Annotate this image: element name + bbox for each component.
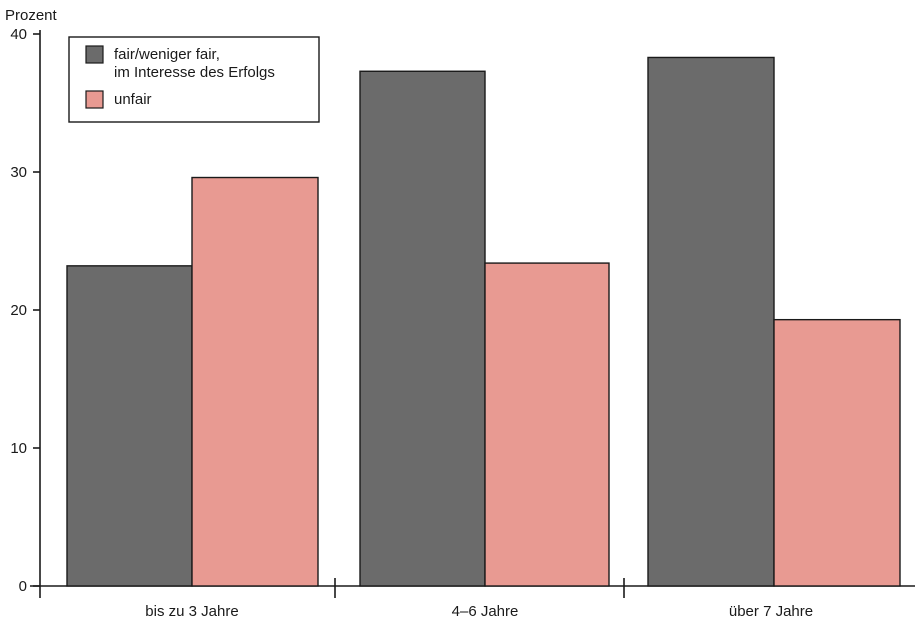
bar [484,262,610,587]
legend-swatch [85,45,104,64]
bar [647,56,775,587]
legend-box [68,36,320,123]
bar [66,265,193,587]
bar [773,318,901,587]
y-axis-title: Prozent [5,7,58,24]
y-tick-label: 20 [10,302,27,319]
bar [359,70,486,587]
y-tick-label: 0 [19,578,27,595]
x-category-label: über 7 Jahre [729,603,813,620]
bar [191,176,319,587]
y-tick-label: 30 [10,164,27,181]
y-tick-label: 10 [10,440,27,457]
x-category-label: bis zu 3 Jahre [145,603,238,620]
bars [66,56,901,587]
legend-label: fair/weniger fair, im Interesse des Erfol… [114,46,275,81]
legend-label: unfair [114,91,152,108]
x-category-label: 4–6 Jahre [452,603,519,620]
legend-swatch [85,90,104,109]
y-tick-label: 40 [10,26,27,43]
legend: fair/weniger fair, im Interesse des Erfol… [68,36,320,123]
